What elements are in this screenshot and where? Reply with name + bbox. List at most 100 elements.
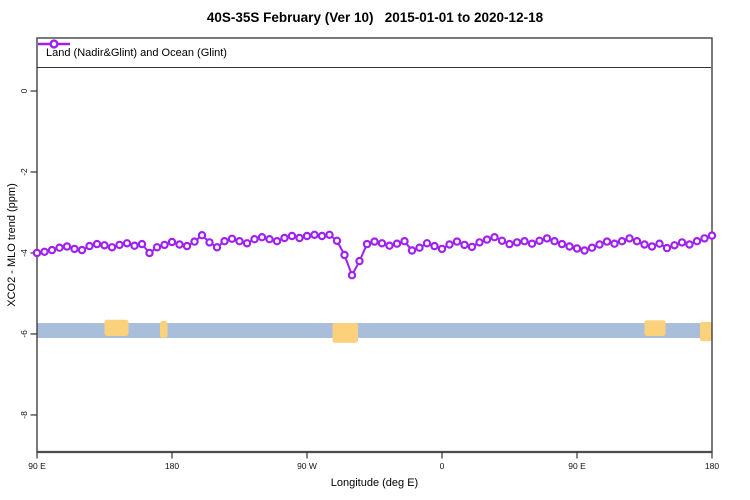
x-tick-label: 90 E bbox=[28, 461, 46, 471]
data-point bbox=[692, 236, 702, 246]
data-point bbox=[602, 237, 612, 246]
data-point bbox=[152, 243, 162, 252]
data-point bbox=[77, 245, 87, 255]
land-segment-south-america bbox=[332, 323, 358, 343]
data-point bbox=[617, 236, 627, 246]
data-point bbox=[610, 239, 619, 248]
y-tick-label: -4 bbox=[19, 249, 29, 257]
data-point bbox=[647, 242, 657, 251]
data-point bbox=[242, 239, 252, 248]
land-segment-australia-2 bbox=[644, 320, 666, 336]
data-point bbox=[580, 246, 589, 255]
land-segment-australia bbox=[104, 319, 129, 336]
data-point bbox=[407, 246, 417, 255]
data-point bbox=[257, 232, 267, 242]
x-tick-label: 0 bbox=[440, 461, 445, 471]
data-point bbox=[175, 240, 184, 249]
data-point bbox=[430, 241, 439, 251]
data-point bbox=[520, 236, 529, 246]
data-point bbox=[490, 232, 499, 242]
data-point bbox=[355, 256, 364, 266]
data-point bbox=[107, 243, 117, 252]
x-tick-label: 90 E bbox=[568, 461, 586, 471]
data-point bbox=[47, 245, 57, 255]
y-tick-label: -8 bbox=[19, 411, 29, 419]
data-point bbox=[392, 239, 402, 248]
data-point bbox=[362, 239, 372, 249]
data-point bbox=[295, 233, 304, 243]
data-point bbox=[332, 236, 342, 245]
data-point bbox=[122, 239, 132, 248]
data-point bbox=[452, 237, 462, 246]
ocean-band bbox=[37, 323, 712, 339]
data-point bbox=[640, 240, 649, 249]
x-tick-label: 180 bbox=[705, 461, 719, 471]
data-point bbox=[190, 237, 199, 246]
data-point bbox=[512, 238, 522, 247]
data-point bbox=[662, 243, 672, 253]
data-point bbox=[85, 241, 94, 251]
data-point bbox=[415, 243, 424, 252]
data-point bbox=[475, 238, 484, 247]
data-point bbox=[535, 236, 544, 245]
data-point bbox=[460, 240, 469, 250]
x-tick-label: 180 bbox=[165, 461, 179, 471]
y-tick-label: 0 bbox=[19, 88, 29, 93]
data-point bbox=[347, 271, 357, 280]
data-point bbox=[317, 231, 327, 241]
data-point bbox=[160, 240, 169, 250]
data-point bbox=[212, 243, 222, 252]
data-point bbox=[370, 237, 379, 246]
data-point bbox=[137, 239, 147, 249]
land-segment-new-zealand-2 bbox=[700, 321, 712, 342]
data-point bbox=[280, 233, 289, 243]
data-point bbox=[445, 240, 454, 249]
data-point bbox=[100, 241, 109, 250]
legend-box: Land (Nadir&Glint) and Ocean (Glint) bbox=[37, 38, 711, 68]
data-point bbox=[632, 236, 642, 246]
data-point bbox=[287, 231, 297, 241]
data-point bbox=[115, 240, 124, 250]
data-point bbox=[62, 242, 72, 251]
data-point bbox=[565, 242, 574, 251]
data-point bbox=[655, 239, 664, 248]
data-point bbox=[505, 239, 514, 249]
data-point bbox=[130, 241, 139, 250]
data-point bbox=[40, 247, 49, 256]
data-point bbox=[707, 231, 717, 240]
data-point bbox=[677, 238, 687, 247]
data-point bbox=[400, 236, 409, 246]
data-point bbox=[527, 239, 537, 248]
data-point bbox=[557, 239, 567, 249]
data-point bbox=[235, 236, 244, 246]
data-point bbox=[145, 248, 154, 258]
data-point bbox=[70, 244, 79, 254]
data-point bbox=[497, 236, 507, 245]
land-segment-new-zealand bbox=[160, 321, 168, 339]
data-point bbox=[302, 231, 312, 241]
data-point bbox=[385, 241, 394, 250]
data-point bbox=[167, 237, 177, 247]
data-point bbox=[92, 239, 102, 249]
data-point bbox=[227, 234, 237, 243]
data-point bbox=[265, 234, 274, 244]
data-point bbox=[325, 230, 334, 239]
data-point bbox=[482, 235, 492, 244]
chart-title: 40S-35S February (Ver 10) 2015-01-01 to … bbox=[206, 10, 544, 25]
y-axis-label: XCO2 - MLO trend (ppm) bbox=[6, 183, 18, 307]
data-point bbox=[595, 240, 604, 249]
x-axis-label: Longitude (deg E) bbox=[330, 477, 419, 489]
data-point bbox=[220, 236, 229, 246]
data-point bbox=[685, 240, 694, 249]
data-point bbox=[437, 244, 447, 254]
data-point bbox=[55, 243, 64, 252]
data-point bbox=[700, 234, 709, 243]
data-point bbox=[625, 234, 634, 243]
data-point bbox=[550, 236, 559, 246]
y-tick-label: -6 bbox=[19, 330, 29, 338]
data-point bbox=[377, 239, 387, 248]
x-tick-label: 90 W bbox=[297, 461, 317, 471]
data-point bbox=[587, 243, 597, 252]
